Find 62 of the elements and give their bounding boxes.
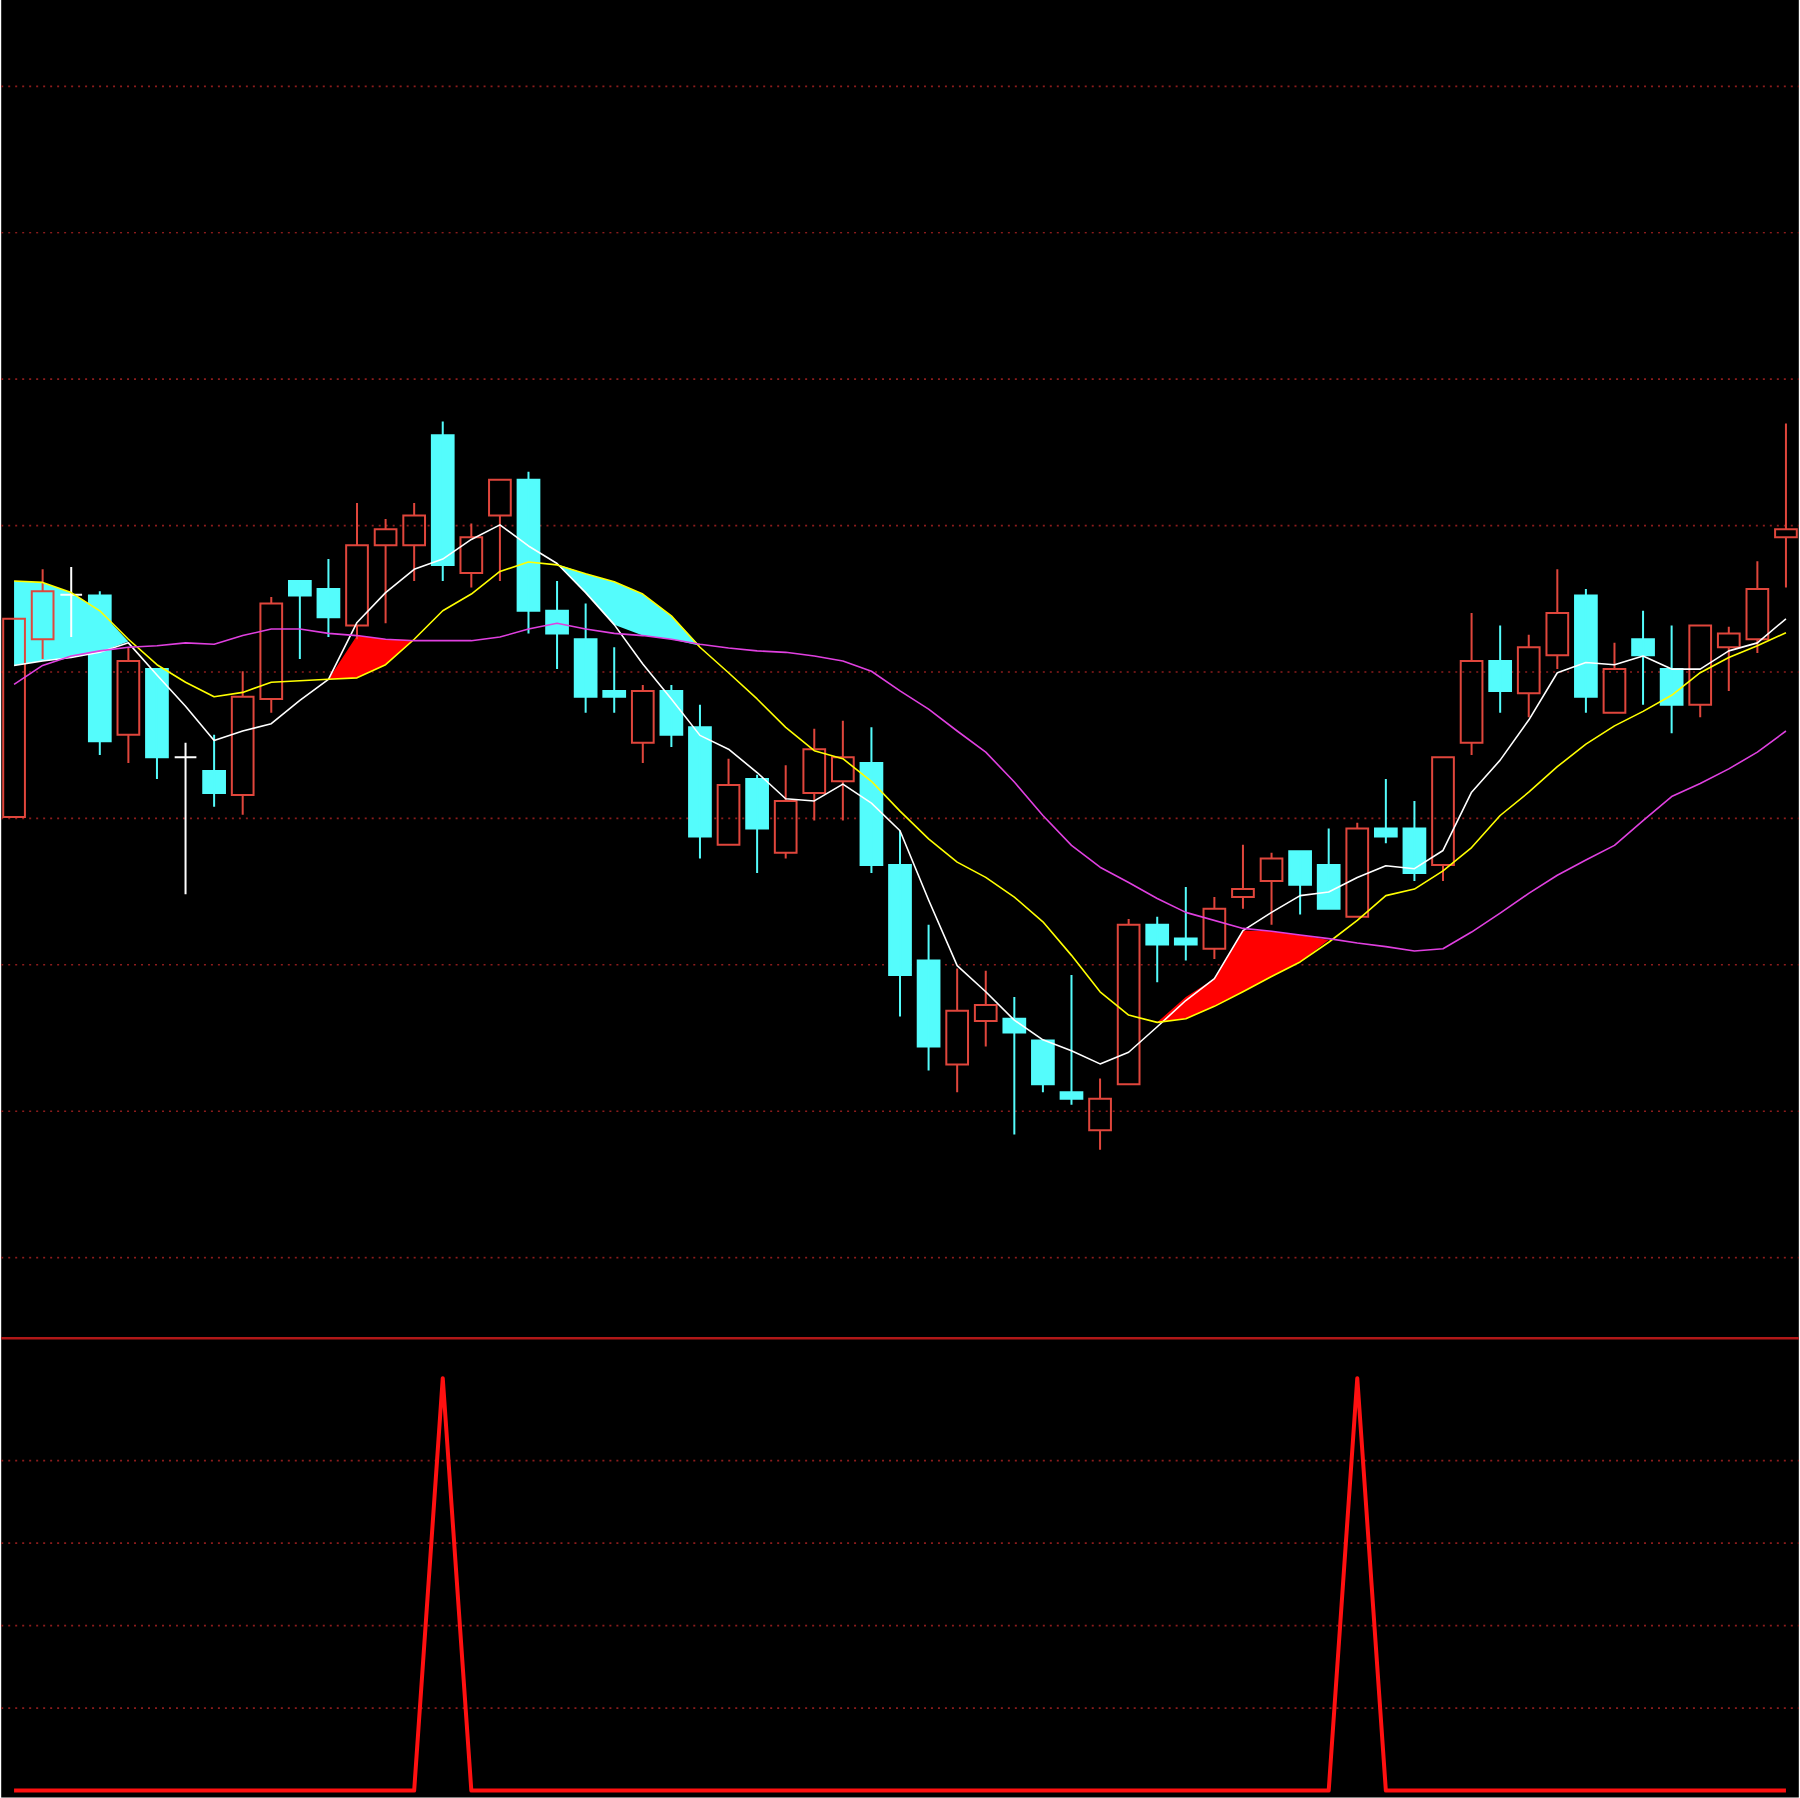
candlestick: [30, 568, 55, 661]
candlestick: [830, 719, 855, 822]
candlestick: [1088, 1077, 1112, 1152]
candlestick: [1659, 624, 1684, 735]
candlestick: [1774, 422, 1798, 589]
candlestick: [945, 967, 970, 1094]
candlestick: [1002, 996, 1027, 1136]
candlestick: [488, 478, 512, 583]
candlestick: [1716, 626, 1741, 693]
candlestick: [145, 668, 169, 781]
candlestick: [630, 684, 655, 765]
candlestick: [1316, 827, 1341, 910]
candlestick: [802, 728, 827, 822]
candlestick: [916, 923, 941, 1072]
candlestick: [1116, 918, 1141, 1086]
candlestick: [1745, 560, 1770, 655]
candlestick: [688, 703, 712, 860]
candlestick: [1288, 850, 1312, 916]
candlestick: [1459, 612, 1484, 757]
candlestick: [1059, 974, 1084, 1106]
candlestick: [116, 646, 141, 765]
candlestick: [373, 518, 398, 625]
candlestick: [1202, 896, 1227, 961]
candlestick: [2, 618, 26, 819]
candlestick: [1631, 609, 1655, 706]
candlestick: [1259, 851, 1284, 926]
candlestick: [1345, 821, 1370, 918]
candlestick: [859, 726, 884, 875]
candlestick: [602, 646, 627, 714]
candlestick: [1431, 756, 1455, 883]
candlestick: [1574, 588, 1598, 714]
candlestick: [659, 684, 684, 749]
candlestick: [745, 773, 769, 875]
candlestick: [430, 420, 455, 583]
candlestick: [287, 580, 312, 661]
candlestick: [316, 558, 341, 639]
candlestick: [173, 741, 198, 896]
candlestick: [716, 757, 741, 846]
candlestick: [459, 522, 484, 589]
candlestick: [573, 602, 598, 714]
candlestick: [1173, 886, 1198, 962]
candlestick: [888, 829, 912, 1018]
candlestick: [345, 502, 369, 641]
candlestick: [1602, 642, 1627, 714]
candlestick: [1402, 800, 1427, 883]
candlestick: [773, 764, 798, 860]
candlestick: [545, 580, 569, 671]
candlestick: [202, 733, 226, 808]
candlestick: [1488, 624, 1513, 714]
candlestick: [516, 470, 541, 635]
candlestick: [1031, 1039, 1055, 1094]
candlestick: [59, 566, 84, 639]
candlestick: [259, 596, 284, 714]
candlestick: [230, 670, 255, 816]
candlestick: [1231, 843, 1255, 910]
candlestick: [1545, 568, 1570, 671]
candlestick: [402, 502, 427, 583]
candlestick: [1516, 634, 1541, 719]
candlestick: [973, 969, 998, 1048]
candlestick: [1145, 915, 1170, 984]
candlestick: [1688, 624, 1713, 719]
candlestick: [1373, 778, 1398, 845]
